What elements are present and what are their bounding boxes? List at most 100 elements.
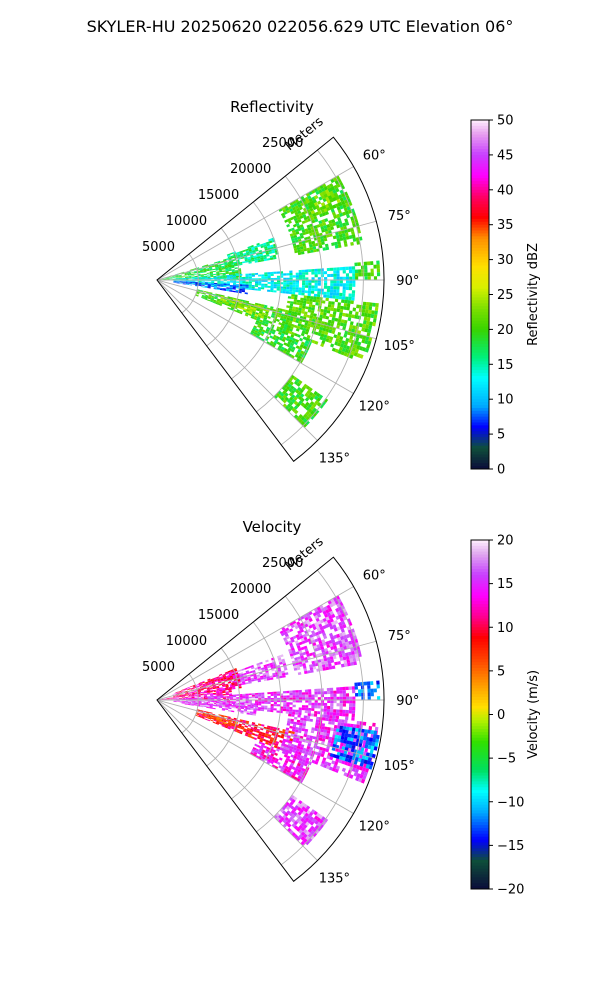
echo-cell <box>208 266 212 268</box>
echo-region <box>249 741 312 784</box>
echo-cell <box>277 314 282 318</box>
colorbar-segment <box>471 445 489 450</box>
echo-cell <box>340 635 345 641</box>
echo-cell <box>311 277 315 280</box>
echo-cell <box>176 281 180 283</box>
echo-cell <box>297 623 302 628</box>
echo-cell <box>208 295 212 298</box>
echo-cell <box>279 768 284 773</box>
echo-cell <box>193 686 197 689</box>
echo-cell <box>288 759 293 763</box>
echo-cell <box>265 741 269 745</box>
echo-cell <box>333 740 337 745</box>
echo-cell <box>182 694 186 696</box>
colorbar-segment <box>471 647 489 651</box>
echo-cell <box>323 225 328 229</box>
echo-cell <box>198 282 202 284</box>
echo-cell <box>308 280 312 283</box>
echo-cell <box>315 392 321 398</box>
echo-cell <box>218 266 222 268</box>
echo-cell <box>187 274 192 276</box>
colorbar-segment <box>471 279 489 284</box>
echo-cell <box>333 690 337 694</box>
echo-cell <box>204 296 208 299</box>
echo-cell <box>230 261 234 264</box>
echo-cell <box>310 410 315 416</box>
echo-cell <box>311 697 315 700</box>
echo-cell <box>196 291 200 293</box>
echo-cell <box>186 698 190 699</box>
echo-cell <box>336 626 341 631</box>
echo-cell <box>339 276 343 280</box>
echo-cell <box>311 339 316 344</box>
echo-cell <box>315 624 320 629</box>
echo-cell <box>198 280 202 282</box>
echo-cell <box>343 344 348 349</box>
echo-cell <box>292 697 296 700</box>
echo-cell <box>289 275 293 278</box>
echo-cell <box>207 680 212 683</box>
echo-cell <box>347 317 352 322</box>
colorbar-segment <box>471 731 489 736</box>
echo-cell <box>286 755 291 759</box>
echo-cell <box>247 666 251 669</box>
echo-cell <box>322 337 327 342</box>
echo-cell <box>281 766 285 771</box>
echo-cell <box>309 735 314 739</box>
echo-cell <box>317 697 321 700</box>
echo-cell <box>314 400 319 405</box>
echo-cell <box>260 758 265 762</box>
echo-cell <box>351 290 356 294</box>
echo-cell <box>354 340 359 345</box>
echo-cell <box>323 764 328 769</box>
echo-cell <box>370 313 375 319</box>
echo-cell <box>253 705 257 707</box>
echo-cell <box>261 312 266 315</box>
echo-cell <box>285 739 290 743</box>
echo-region <box>273 794 329 846</box>
echo-cell <box>298 712 302 716</box>
echo-cell <box>225 272 229 274</box>
echo-cell <box>201 297 205 299</box>
echo-cell <box>184 272 188 274</box>
echo-cell <box>350 734 355 739</box>
echo-cell <box>285 765 289 770</box>
echo-cell <box>186 700 190 702</box>
echo-cell <box>234 684 239 687</box>
echo-cell <box>294 625 299 630</box>
echo-cell <box>231 266 235 269</box>
echo-cell <box>251 732 256 736</box>
echo-cell <box>296 771 301 776</box>
echo-cell <box>207 717 211 720</box>
azimuth-spoke <box>157 640 377 701</box>
echo-cell <box>285 805 291 811</box>
echo-cell <box>259 748 263 752</box>
echo-cell <box>297 743 302 747</box>
echo-cell <box>289 738 294 742</box>
echo-cell <box>257 736 261 740</box>
echo-cell <box>346 345 351 350</box>
echo-cell <box>356 724 360 729</box>
echo-cell <box>253 708 257 711</box>
echo-cell <box>233 695 237 698</box>
echo-cell <box>314 727 318 732</box>
echo-cell <box>179 278 183 279</box>
echo-cell <box>281 330 286 335</box>
echo-cell <box>344 733 349 737</box>
echo-cell <box>240 707 245 710</box>
colorbar-segment <box>471 274 489 278</box>
echo-cell <box>215 269 219 271</box>
echo-cell <box>334 298 339 303</box>
echo-cell <box>335 615 340 620</box>
echo-cell <box>182 282 186 284</box>
echo-cell <box>341 233 346 238</box>
echo-cell <box>296 216 301 221</box>
echo-cell <box>349 700 353 704</box>
echo-cell <box>343 323 347 328</box>
echo-cell <box>308 617 313 623</box>
echo-cell <box>208 700 212 702</box>
echo-cell <box>289 336 294 341</box>
echo-cell <box>290 296 295 300</box>
echo-cell <box>266 243 270 247</box>
echo-cell <box>345 286 349 291</box>
